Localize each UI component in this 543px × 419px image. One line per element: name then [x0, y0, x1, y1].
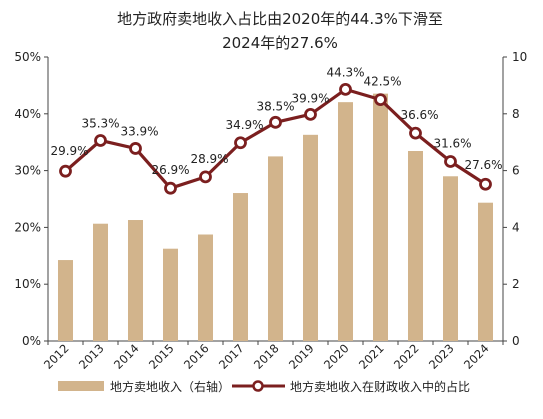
line-point — [164, 181, 177, 195]
x-tick-label: 2013 — [76, 341, 107, 372]
data-label: 29.9% — [50, 144, 88, 158]
data-label: 38.5% — [256, 99, 294, 113]
chart-title-line1: 地方政府卖地收入占比由2020年的44.3%下滑至 — [117, 10, 443, 28]
line-point — [269, 115, 282, 129]
x-tick-label: 2021 — [356, 341, 387, 372]
bar — [443, 176, 458, 341]
bar — [163, 248, 178, 341]
bar — [93, 223, 108, 341]
x-tick-label: 2023 — [426, 341, 457, 372]
x-tick-label: 2017 — [216, 341, 247, 372]
data-label: 36.6% — [400, 108, 438, 122]
line-point — [129, 142, 142, 155]
x-tick-label: 2016 — [181, 341, 212, 372]
data-label: 42.5% — [363, 75, 401, 89]
data-label: 26.9% — [151, 163, 189, 177]
x-tick-label: 2015 — [146, 341, 177, 372]
legend-bar-swatch — [58, 381, 104, 391]
line-point — [59, 164, 72, 178]
data-label: 35.3% — [81, 116, 119, 130]
line-point — [339, 82, 352, 96]
y-right-tick-label: 0 — [512, 334, 520, 348]
line-point — [304, 107, 317, 121]
bar — [268, 156, 283, 341]
y-left-tick-label: 20% — [14, 220, 41, 234]
bar — [338, 102, 353, 341]
bar — [478, 202, 493, 341]
line-point — [374, 93, 387, 106]
y-left-tick-label: 40% — [14, 107, 41, 121]
y-right-tick-label: 2 — [512, 277, 520, 291]
y-right-tick-label: 10 — [512, 50, 527, 64]
plot-area: 0% 10% 20% 30% 40% 50% 0 2 4 6 8 10 2012 2013 2014 2015… — [14, 50, 527, 372]
data-label: 34.9% — [225, 118, 263, 132]
x-tick-label: 2024 — [461, 341, 492, 372]
data-label: 31.6% — [433, 137, 471, 151]
y-left-tick-label: 10% — [14, 277, 41, 291]
bar — [373, 93, 388, 341]
chart-title-line2: 2024年的27.6% — [222, 34, 338, 52]
data-label: 27.6% — [464, 158, 502, 172]
x-tick-label: 2022 — [391, 341, 422, 372]
y-right-tick-label: 6 — [512, 164, 520, 178]
legend-line-marker — [252, 380, 264, 392]
x-tick-label: 2012 — [41, 341, 72, 372]
x-tick-label: 2019 — [286, 341, 317, 372]
legend-bar-label: 地方卖地收入（右轴） — [110, 379, 230, 394]
data-label: 39.9% — [291, 91, 329, 105]
legend-line-label: 地方卖地收入在财政收入中的占比 — [290, 379, 470, 394]
bar — [198, 234, 213, 341]
y-left-tick-label: 0% — [22, 334, 41, 348]
x-tick-label: 2014 — [111, 341, 142, 372]
line-point — [409, 126, 422, 140]
data-label: 33.9% — [120, 124, 158, 138]
y-right-tick-label: 8 — [512, 107, 520, 121]
bar — [233, 193, 248, 341]
bar — [303, 134, 318, 341]
bar — [58, 260, 73, 341]
line-point — [94, 134, 107, 147]
line-point — [479, 177, 492, 191]
bar — [128, 220, 143, 341]
y-right-tick-label: 4 — [512, 220, 520, 234]
legend: 地方卖地收入（右轴） 地方卖地收入在财政收入中的占比 — [58, 379, 470, 394]
y-left-tick-label: 30% — [14, 164, 41, 178]
bar — [408, 151, 423, 341]
line-point — [444, 155, 457, 168]
line-point — [199, 170, 212, 184]
y-left-tick-label: 50% — [14, 50, 41, 64]
x-tick-label: 2020 — [321, 341, 352, 372]
line-point — [234, 136, 247, 150]
x-tick-label: 2018 — [251, 341, 282, 372]
data-label: 28.9% — [190, 152, 228, 166]
data-label: 44.3% — [326, 65, 364, 79]
